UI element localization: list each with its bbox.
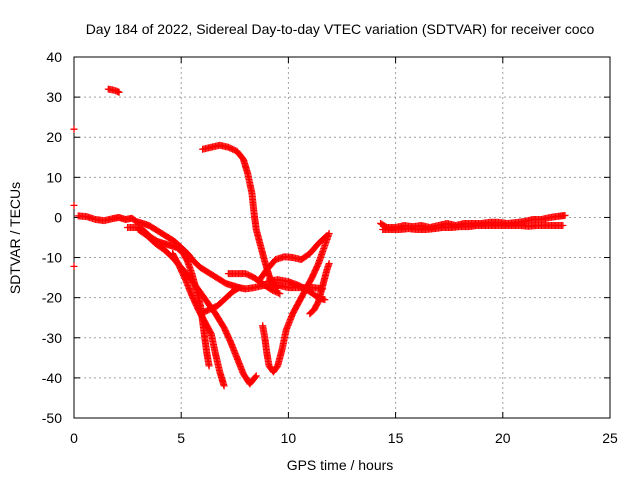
data-point	[321, 296, 329, 304]
data-track	[379, 221, 567, 233]
data-point	[323, 231, 331, 239]
axes: 0 5 10 15 20 25 -50 -40 -30 -20 -10 0 10 20 30 40	[42, 49, 618, 446]
data-track	[104, 85, 123, 96]
data-point	[274, 284, 282, 292]
data-point	[322, 232, 330, 240]
data-point	[274, 289, 282, 297]
data-track	[254, 231, 331, 286]
y-tick-label: 10	[46, 169, 62, 185]
data-point	[252, 372, 260, 380]
data-point	[559, 221, 567, 229]
data-points	[70, 85, 569, 390]
data-point	[205, 362, 213, 370]
data-point	[251, 373, 259, 381]
data-point	[70, 262, 78, 270]
data-point	[115, 88, 123, 96]
data-point	[276, 290, 284, 298]
y-tick-label: 20	[46, 129, 62, 145]
data-point	[220, 382, 228, 390]
data-point	[325, 260, 333, 268]
y-tick-label: -30	[42, 330, 62, 346]
data-track	[70, 262, 78, 270]
x-tick-label: 15	[388, 430, 404, 446]
data-point	[234, 284, 242, 292]
plot-frame	[73, 56, 611, 419]
y-axis-title: SDTVAR / TECUs	[7, 182, 23, 294]
y-tick-label: -10	[42, 250, 62, 266]
y-tick-label: -40	[42, 370, 62, 386]
data-point	[70, 201, 78, 209]
x-axis-title: GPS time / hours	[287, 457, 394, 473]
x-tick-label: 25	[602, 430, 618, 446]
x-tick-label: 0	[70, 430, 78, 446]
y-tick-label: 0	[54, 209, 62, 225]
chart-title: Day 184 of 2022, Sidereal Day-to-day VTE…	[86, 21, 595, 37]
x-tick-label: 10	[281, 430, 297, 446]
data-track	[306, 260, 333, 318]
data-track	[70, 125, 78, 133]
y-tick-label: 30	[46, 89, 62, 105]
y-tick-label: -50	[42, 410, 62, 426]
data-point	[561, 211, 569, 219]
data-track	[124, 223, 213, 370]
grid-lines	[74, 57, 610, 418]
y-tick-label: -20	[42, 290, 62, 306]
y-tick-label: 40	[46, 49, 62, 65]
data-track	[70, 201, 78, 209]
data-point	[235, 284, 243, 292]
data-point	[70, 125, 78, 133]
data-track	[134, 225, 260, 388]
x-tick-label: 5	[177, 430, 185, 446]
data-track	[259, 229, 333, 376]
data-track	[196, 284, 243, 318]
x-tick-label: 20	[495, 430, 511, 446]
